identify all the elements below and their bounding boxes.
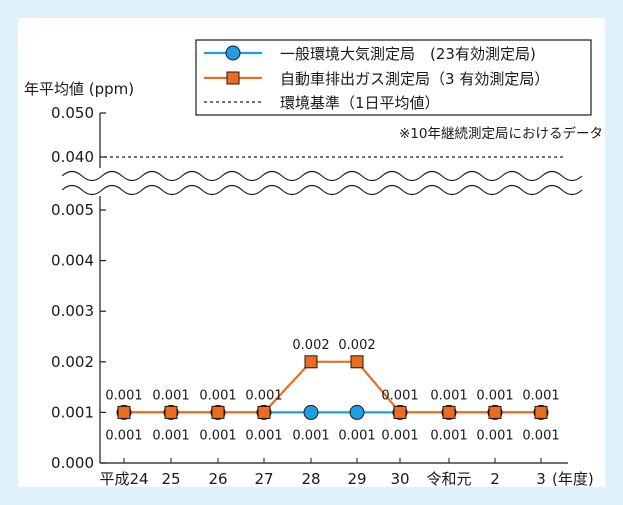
data-label-roadside: 0.001 xyxy=(245,388,282,403)
data-label-roadside: 0.002 xyxy=(292,338,329,353)
axis-break-wave-upper xyxy=(61,170,583,182)
x-tick-label: 30 xyxy=(390,470,409,488)
data-point-roadside xyxy=(304,355,318,369)
y-tick-label: 0.002 xyxy=(51,353,94,371)
x-tick-label: 2 xyxy=(490,470,500,488)
y-tick-label: 0.050 xyxy=(51,104,94,122)
data-label-general: 0.001 xyxy=(245,428,282,443)
data-point-roadside xyxy=(257,405,271,419)
data-point-roadside xyxy=(488,405,502,419)
data-label-general: 0.001 xyxy=(338,428,375,443)
data-label-general: 0.001 xyxy=(292,428,329,443)
data-point-roadside xyxy=(117,405,131,419)
legend-marker-general xyxy=(225,45,241,61)
data-point-roadside xyxy=(164,405,178,419)
data-label-general: 0.001 xyxy=(381,428,418,443)
x-tick-label: 27 xyxy=(254,470,273,488)
y-tick-label: 0.040 xyxy=(51,148,94,166)
axis-break-gap xyxy=(60,173,575,193)
data-label-general: 0.001 xyxy=(430,428,467,443)
data-point-roadside xyxy=(534,405,548,419)
series-line-roadside xyxy=(124,360,541,414)
x-axis-unit: (年度) xyxy=(552,470,594,488)
data-point-general xyxy=(349,404,365,420)
data-label-general: 0.001 xyxy=(105,428,142,443)
data-point-roadside xyxy=(211,405,225,419)
legend-marker-roadside xyxy=(226,71,240,85)
data-label-general: 0.001 xyxy=(199,428,236,443)
data-label-roadside: 0.001 xyxy=(105,388,142,403)
data-label-roadside: 0.001 xyxy=(199,388,236,403)
chart-note: ※10年継続測定局におけるデータ xyxy=(399,125,603,142)
y-tick-label: 0.005 xyxy=(51,201,94,219)
data-point-roadside xyxy=(350,355,364,369)
axis-break-wave-lower xyxy=(61,184,583,196)
y-tick-label: 0.001 xyxy=(51,403,94,421)
data-label-roadside: 0.001 xyxy=(430,388,467,403)
legend-label-reference: 環境基準（1日平均値） xyxy=(280,94,440,112)
data-label-roadside: 0.001 xyxy=(152,388,189,403)
x-tick-label: 28 xyxy=(301,470,320,488)
x-tick-label: 令和元 xyxy=(426,470,471,488)
y-axis-label: 年平均値 (ppm) xyxy=(24,80,134,98)
data-label-roadside: 0.001 xyxy=(381,388,418,403)
data-label-roadside: 0.001 xyxy=(522,388,559,403)
data-point-general xyxy=(303,404,319,420)
x-tick-label: 26 xyxy=(208,470,227,488)
data-label-general: 0.001 xyxy=(476,428,513,443)
data-label-roadside: 0.001 xyxy=(476,388,513,403)
legend-label-roadside: 自動車排出ガス測定局（3 有効測定局） xyxy=(280,70,549,88)
data-label-general: 0.001 xyxy=(522,428,559,443)
x-tick-label: 平成24 xyxy=(99,470,148,488)
x-tick-label: 25 xyxy=(161,470,180,488)
x-tick-label: 3 xyxy=(536,470,546,488)
legend-label-general: 一般環境大気測定局 (23有効測定局) xyxy=(280,45,536,63)
y-tick-label: 0.000 xyxy=(51,454,94,472)
data-point-roadside xyxy=(442,405,456,419)
data-point-roadside xyxy=(393,405,407,419)
x-tick-label: 29 xyxy=(347,470,366,488)
data-label-roadside: 0.002 xyxy=(338,338,375,353)
y-tick-label: 0.003 xyxy=(51,302,94,320)
data-label-general: 0.001 xyxy=(152,428,189,443)
y-tick-label: 0.004 xyxy=(51,252,94,270)
